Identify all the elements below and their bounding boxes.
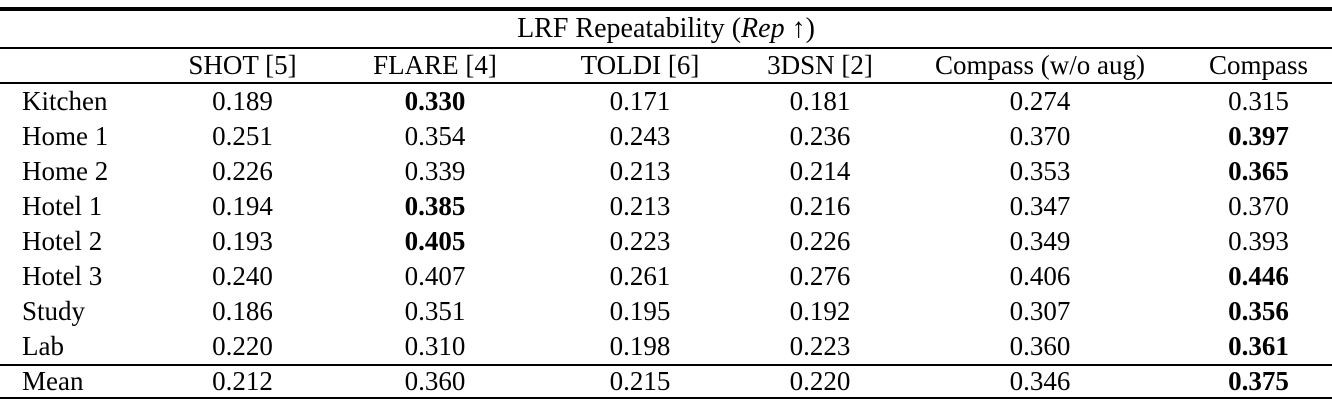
- column-header-empty: [0, 48, 150, 84]
- value-cell: 0.407: [404, 261, 466, 291]
- value-cell: 0.213: [609, 191, 671, 221]
- value-cell-best: 0.405: [404, 226, 466, 256]
- value-cell-best: 0.330: [404, 86, 466, 116]
- value-cell: 0.236: [789, 121, 851, 151]
- value-cell-best: 0.375: [1185, 364, 1332, 399]
- value-cell: 0.220: [212, 331, 273, 361]
- metric-name: Rep: [741, 13, 785, 44]
- column-header-shot: SHOT [5]: [150, 48, 335, 84]
- table-row: Hotel 1 0.194 0.385 0.213 0.216 0.347 0.370: [0, 189, 1332, 224]
- column-header-toldi: TOLDI [6]: [535, 48, 745, 84]
- value-cell: 0.171: [609, 86, 671, 116]
- table-body: Kitchen 0.189 0.330 0.171 0.181 0.274 0.315 Hom…: [0, 83, 1332, 365]
- table-row: Study 0.186 0.351 0.195 0.192 0.307 0.356: [0, 294, 1332, 329]
- value-cell-best: 0.365: [1228, 156, 1289, 186]
- table-row: Hotel 2 0.193 0.405 0.223 0.226 0.349 0.393: [0, 224, 1332, 259]
- value-cell: 0.351: [404, 296, 466, 326]
- value-cell: 0.370: [1009, 121, 1071, 151]
- value-cell: 0.310: [404, 331, 466, 361]
- row-label: Lab: [22, 331, 64, 361]
- value-cell: 0.307: [1009, 296, 1071, 326]
- value-cell: 0.181: [789, 86, 851, 116]
- value-cell: 0.223: [609, 226, 671, 256]
- table-row: Home 1 0.251 0.354 0.243 0.236 0.370 0.397: [0, 119, 1332, 154]
- value-cell-best: 0.385: [404, 191, 466, 221]
- value-cell-best: 0.397: [1228, 121, 1289, 151]
- table-row: Hotel 3 0.240 0.407 0.261 0.276 0.406 0.446: [0, 259, 1332, 294]
- value-cell: 0.354: [404, 121, 466, 151]
- row-label: Mean: [0, 364, 150, 399]
- title-prefix: LRF Repeatability (: [517, 13, 742, 44]
- row-label: Hotel 2: [22, 226, 103, 256]
- value-cell: 0.339: [404, 156, 466, 186]
- value-cell-best: 0.361: [1228, 331, 1289, 361]
- table-row: Home 2 0.226 0.339 0.213 0.214 0.353 0.365: [0, 154, 1332, 189]
- value-cell: 0.315: [1228, 86, 1289, 116]
- value-cell: 0.251: [212, 121, 273, 151]
- row-label: Study: [22, 296, 86, 326]
- title-row: LRF Repeatability (Rep ↑): [0, 9, 1332, 49]
- value-cell: 0.220: [745, 364, 895, 399]
- value-cell: 0.194: [212, 191, 273, 221]
- table-title: LRF Repeatability (Rep ↑): [0, 9, 1332, 49]
- value-cell: 0.193: [212, 226, 273, 256]
- value-cell: 0.213: [609, 156, 671, 186]
- summary-row: Mean 0.212 0.360 0.215 0.220 0.346 0.375: [0, 364, 1332, 399]
- value-cell: 0.186: [212, 296, 273, 326]
- value-cell: 0.216: [789, 191, 851, 221]
- value-cell: 0.393: [1228, 226, 1289, 256]
- value-cell: 0.226: [789, 226, 851, 256]
- value-cell: 0.195: [609, 296, 671, 326]
- row-label: Hotel 3: [22, 261, 103, 291]
- column-header-compass: Compass: [1185, 48, 1332, 84]
- row-label: Kitchen: [22, 86, 108, 116]
- value-cell: 0.198: [609, 331, 671, 361]
- column-header-3dsn: 3DSN [2]: [745, 48, 895, 84]
- value-cell-best: 0.446: [1228, 261, 1289, 291]
- value-cell: 0.240: [212, 261, 273, 291]
- column-header-row: SHOT [5] FLARE [4] TOLDI [6] 3DSN [2] Co…: [0, 48, 1332, 84]
- value-cell: 0.360: [1009, 331, 1071, 361]
- title-suffix-up-arrow: ↑): [784, 13, 815, 44]
- value-cell: 0.223: [789, 331, 851, 361]
- value-cell: 0.261: [609, 261, 671, 291]
- value-cell: 0.226: [212, 156, 273, 186]
- value-cell: 0.406: [1009, 261, 1071, 291]
- table-row: Lab 0.220 0.310 0.198 0.223 0.360 0.361: [0, 329, 1332, 365]
- table-row: Kitchen 0.189 0.330 0.171 0.181 0.274 0.315: [0, 83, 1332, 119]
- value-cell-best: 0.356: [1228, 296, 1289, 326]
- lrf-repeatability-table: LRF Repeatability (Rep ↑) SHOT [5] FLARE…: [0, 7, 1332, 399]
- value-cell: 0.215: [535, 364, 745, 399]
- row-label: Home 1: [22, 121, 109, 151]
- row-label: Home 2: [22, 156, 109, 186]
- value-cell: 0.353: [1009, 156, 1071, 186]
- value-cell: 0.212: [150, 364, 335, 399]
- value-cell: 0.192: [789, 296, 851, 326]
- column-header-compass-wo-aug: Compass (w/o aug): [895, 48, 1185, 84]
- value-cell: 0.274: [1009, 86, 1071, 116]
- value-cell: 0.189: [212, 86, 273, 116]
- value-cell: 0.243: [609, 121, 671, 151]
- value-cell: 0.370: [1228, 191, 1289, 221]
- value-cell: 0.347: [1009, 191, 1071, 221]
- value-cell: 0.360: [335, 364, 535, 399]
- value-cell: 0.349: [1009, 226, 1071, 256]
- row-label: Hotel 1: [22, 191, 103, 221]
- table-footer: Mean 0.212 0.360 0.215 0.220 0.346 0.375: [0, 364, 1332, 399]
- column-header-flare: FLARE [4]: [335, 48, 535, 84]
- value-cell: 0.214: [789, 156, 851, 186]
- value-cell: 0.276: [789, 261, 851, 291]
- value-cell: 0.346: [895, 364, 1185, 399]
